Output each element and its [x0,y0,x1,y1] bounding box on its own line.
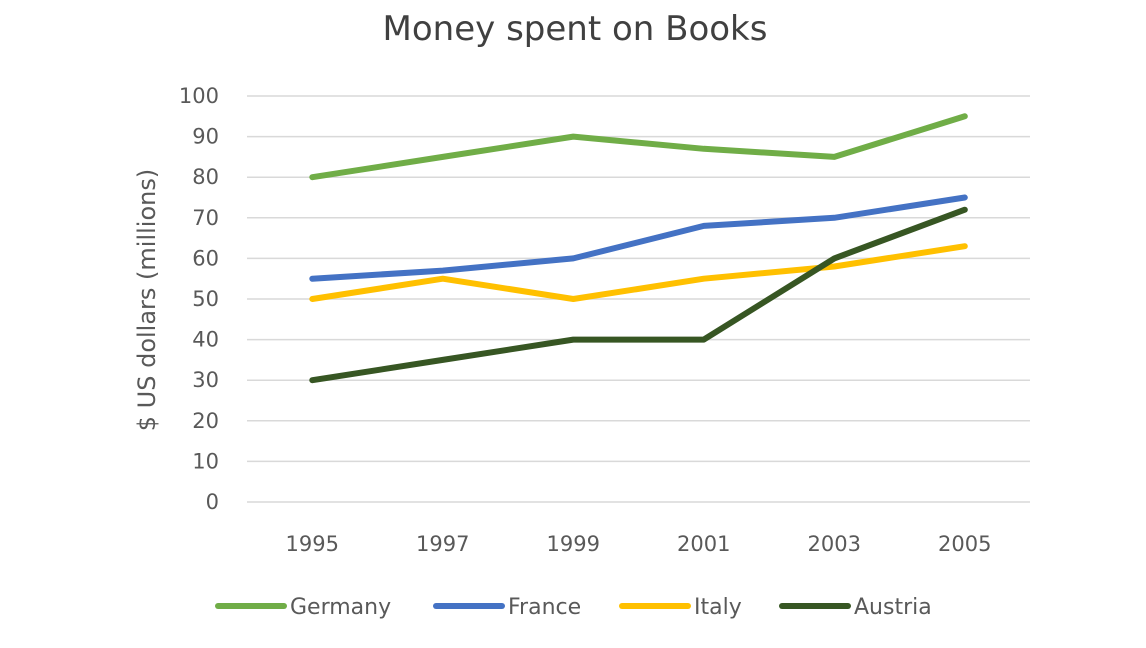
chart-title: Money spent on Books [383,9,768,49]
x-tick-label: 1995 [286,532,339,556]
legend-label: Italy [694,595,742,620]
x-tick-label: 2001 [677,532,730,556]
legend-entry-italy: Italy [619,595,742,620]
x-axis-ticks: 1995 1997 1999 2001 2003 2005 [286,532,992,556]
y-tick-label: 20 [192,409,219,433]
legend-label: Germany [290,595,391,620]
y-tick-label: 30 [192,368,219,392]
x-tick-label: 2005 [938,532,991,556]
legend-entry-france: France [433,595,581,620]
x-tick-label: 1997 [416,532,469,556]
y-axis-ticks: 0 10 20 30 40 50 60 70 80 90 100 [179,84,219,514]
series-lines [309,113,968,384]
legend: Germany France Italy Austria [215,595,932,620]
y-tick-label: 40 [192,328,219,352]
y-tick-label: 10 [192,449,219,473]
series-line-france [309,194,968,282]
y-tick-label: 80 [192,165,219,189]
y-tick-label: 70 [192,206,219,230]
x-tick-label: 1999 [547,532,600,556]
y-tick-label: 90 [192,125,219,149]
x-tick-label: 2003 [808,532,861,556]
legend-entry-germany: Germany [215,595,391,620]
y-tick-label: 60 [192,246,219,270]
legend-label: Austria [854,595,932,620]
y-tick-label: 50 [192,287,219,311]
series-line-italy [309,243,968,302]
y-tick-label: 100 [179,84,219,108]
y-tick-label: 0 [206,490,219,514]
series-line-austria [309,206,968,384]
legend-label: France [508,595,581,620]
legend-entry-austria: Austria [779,595,932,620]
series-line-germany [309,113,968,181]
y-axis-label: $ US dollars (millions) [133,169,161,431]
gridlines [247,95,1030,503]
